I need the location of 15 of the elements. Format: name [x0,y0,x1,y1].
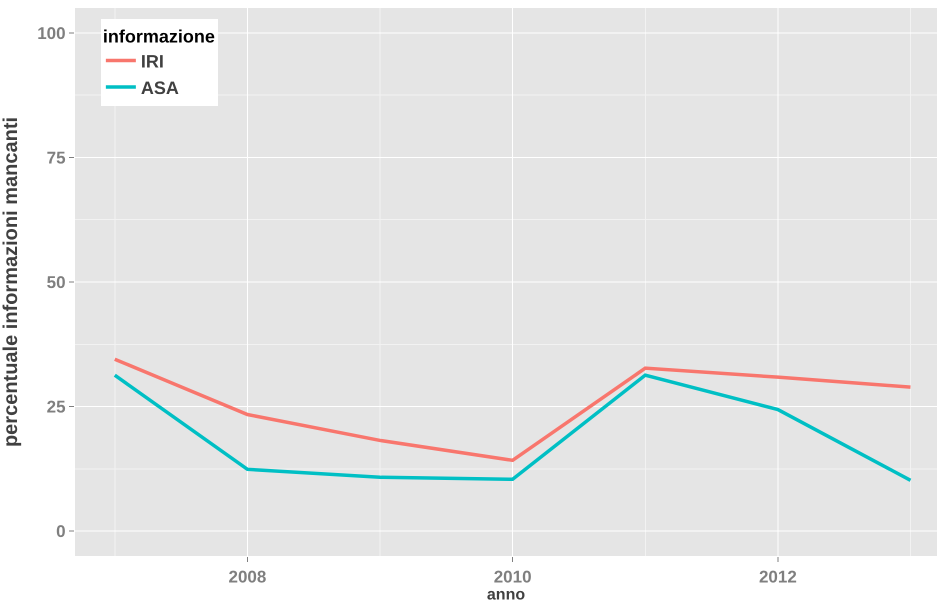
y-axis-title: percentuale informazioni mancanti [0,116,22,448]
x-tick-label: 2008 [228,567,266,586]
line-series [113,357,912,462]
y-tick-label: 0 [56,522,66,542]
x-tick-label: 2012 [758,567,797,586]
line-series [113,373,912,482]
legend-label: IRI [140,52,164,72]
legend-title: informazione [102,26,215,46]
y-tick-label: 25 [46,398,66,416]
y-tick-label: 75 [46,148,66,168]
legend-label: ASA [140,78,179,98]
y-tick-label: 50 [46,272,66,292]
x-axis-title: anno [486,586,526,604]
x-tick-label: 2010 [494,567,532,586]
y-tick-label: 100 [37,24,66,43]
